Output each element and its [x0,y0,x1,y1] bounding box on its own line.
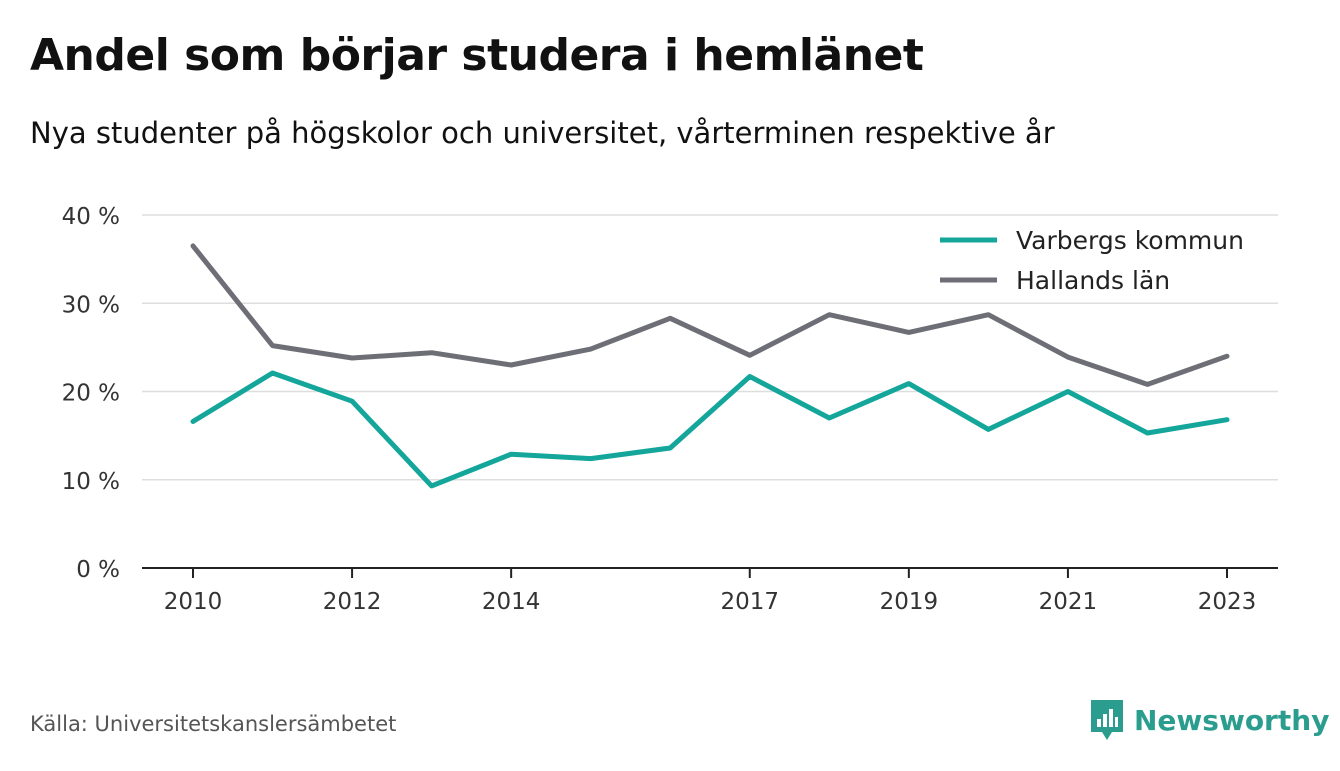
y-tick-label: 0 % [76,557,120,583]
x-tick-label: 2014 [482,589,541,615]
x-tick-label: 2012 [323,589,382,615]
legend-label: Varbergs kommun [1016,226,1244,255]
x-axis: 2010 2012 2014 2017 2019 2021 2023 [142,567,1278,615]
chart-subtitle: Nya studenter på högskolor och universit… [30,116,1055,150]
x-tick-label: 2017 [720,589,779,615]
series-line-hallands-l-n [190,243,1230,387]
y-axis-ticks: 0 % 10 % 20 % 30 % 40 % [62,204,120,583]
x-tick-label: 2019 [880,589,939,615]
legend-label: Hallands län [1016,266,1170,295]
y-tick-label: 10 % [62,469,120,495]
source-note: Källa: Universitetskanslersämbetet [30,712,397,736]
line-chart: 0 % 10 % 20 % 30 % 40 % 2010 2012 2014 2017 2019… [62,204,1278,615]
grid-lines [142,214,1278,481]
y-tick-label: 30 % [62,292,120,318]
legend-background [930,218,1260,302]
x-tick-label: 2021 [1039,589,1098,615]
y-tick-label: 20 % [62,381,120,407]
chart-title: Andel som börjar studera i hemlänet [30,30,924,81]
x-tick-label: 2023 [1198,589,1257,615]
series-lines [190,243,1230,489]
legend: Varbergs kommun Hallands län [930,218,1260,302]
newsworthy-logo-icon [1091,700,1123,740]
brand-name: Newsworthy [1134,703,1330,737]
brand-logo[interactable]: Newsworthy [1088,697,1329,743]
x-tick-label: 2010 [164,589,223,615]
series-line-varbergs-kommun [190,370,1230,489]
y-tick-label: 40 % [62,204,120,230]
